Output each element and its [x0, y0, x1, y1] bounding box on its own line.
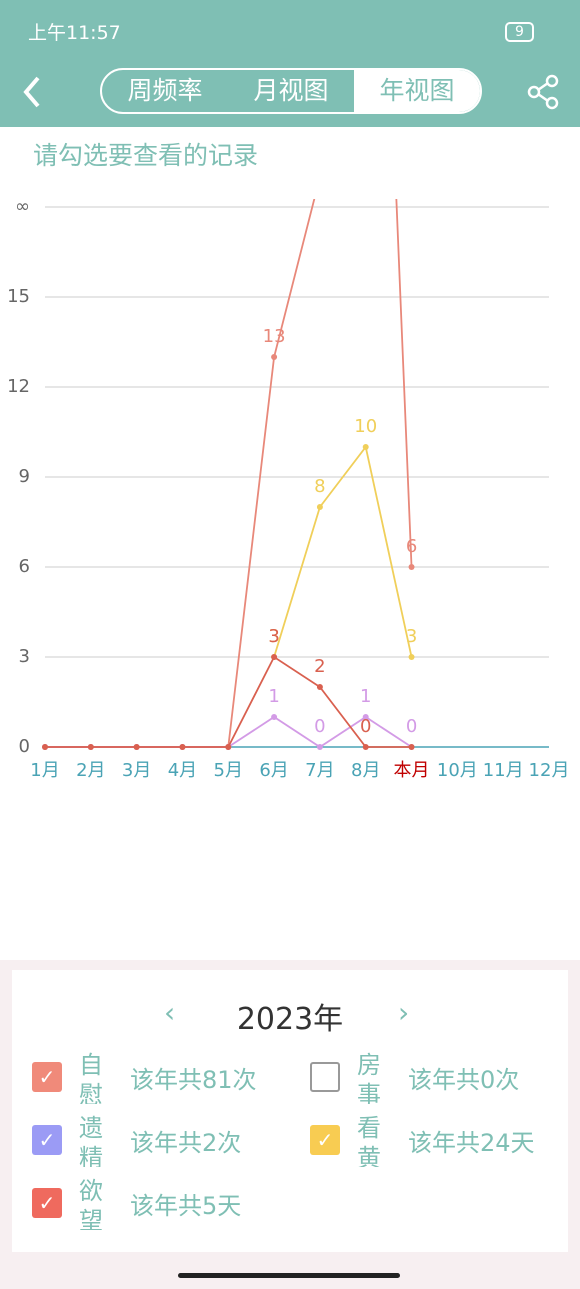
item-name: 遗精 — [79, 1114, 103, 1167]
point — [225, 744, 232, 750]
data-label: 0 — [406, 716, 417, 737]
item-total: 该年共5天 — [130, 1192, 242, 1220]
point — [362, 714, 369, 720]
tab[interactable]: 月视图 — [253, 76, 329, 105]
y-tick-label: 9 — [19, 466, 30, 487]
data-label: 10 — [354, 416, 377, 437]
point — [362, 744, 369, 750]
point — [362, 444, 369, 450]
x-tick-label: 5月 — [214, 760, 243, 781]
time: 上午11:57 — [28, 22, 121, 44]
data-label: 13 — [263, 326, 286, 347]
point — [87, 744, 94, 750]
share-button[interactable] — [526, 74, 562, 110]
item-name: 看黄 — [357, 1114, 381, 1167]
series-line — [273, 444, 413, 658]
checkbox[interactable] — [310, 1062, 340, 1092]
data-label: 0 — [360, 716, 371, 737]
data-label: 0 — [314, 716, 325, 737]
tab[interactable]: 周频率 — [127, 76, 203, 105]
data-label: 6 — [406, 536, 417, 557]
home-indicator — [178, 1273, 400, 1278]
card: ‹ 2023年 › ✓ 自慰 该年共81次 房事 该年共0次 ✓ 遗精 该年共2次 ✓ 看黄 该年共… — [12, 970, 568, 1252]
tabs: 周频率 月视图 年视图 — [100, 68, 482, 114]
year: 2023年 — [236, 1002, 344, 1037]
x-tick-label: 8月 — [351, 760, 380, 781]
x-tick-label: 1月 — [30, 760, 59, 781]
header: 上午11:57 9 周频率 月视图 年视图 — [0, 0, 580, 127]
y-tick-label: 12 — [7, 376, 30, 397]
point — [316, 744, 323, 750]
item-total: 该年共24天 — [408, 1129, 535, 1157]
y-tick-label: 0 — [19, 736, 30, 757]
point — [408, 654, 415, 660]
item-name: 自慰 — [79, 1051, 103, 1104]
point — [133, 744, 140, 750]
item-name: 房事 — [357, 1051, 381, 1104]
x-tick-label: 2月 — [76, 760, 105, 781]
point — [317, 174, 323, 180]
checkbox[interactable]: ✓ — [32, 1188, 62, 1218]
x-tick-label: 7月 — [305, 760, 334, 781]
tab[interactable]: 年视图 — [354, 70, 480, 112]
x-tick-label: 本月 — [394, 760, 430, 781]
y-tick-label: 6 — [19, 556, 30, 577]
point — [179, 744, 186, 750]
data-label: 3 — [406, 626, 417, 647]
chart: 03691215∞1月2月3月4月5月6月7月8月本月10月11月12月1319… — [7, 174, 570, 781]
checkbox[interactable]: ✓ — [32, 1125, 62, 1155]
series-line — [45, 655, 412, 748]
next-year[interactable]: › — [398, 996, 410, 1029]
point — [271, 654, 278, 660]
item-total: 该年共2次 — [130, 1129, 242, 1157]
checkbox[interactable]: ✓ — [310, 1125, 340, 1155]
data-label: 1 — [268, 686, 279, 707]
x-tick-label: 12月 — [529, 760, 570, 781]
y-tick-label: 15 — [7, 286, 30, 307]
item-name: 欲望 — [79, 1177, 103, 1230]
checkbox[interactable]: ✓ — [32, 1062, 62, 1092]
x-tick-label: 3月 — [122, 760, 151, 781]
point — [316, 504, 323, 510]
data-label: 2 — [314, 656, 325, 677]
point — [271, 714, 278, 720]
panel: ‹ 2023年 › ✓ 自慰 该年共81次 房事 该年共0次 ✓ 遗精 该年共2次 ✓ 看黄 该年共… — [0, 960, 580, 1289]
back-button[interactable] — [18, 74, 48, 110]
x-tick-label: 10月 — [437, 760, 478, 781]
x-tick-label: 4月 — [168, 760, 197, 781]
point — [42, 744, 48, 750]
prev-year[interactable]: ‹ — [164, 996, 176, 1029]
data-label: 1 — [360, 686, 371, 707]
point — [271, 354, 278, 360]
x-tick-label: 6月 — [259, 760, 288, 781]
plot: 1319436101038103320 — [42, 174, 417, 750]
x-tick-label: 11月 — [483, 760, 524, 781]
data-label: 8 — [314, 476, 325, 497]
y-tick-label: ∞ — [15, 196, 30, 217]
item-total: 该年共0次 — [408, 1066, 520, 1094]
prompt: 请勾选要查看的记录 — [33, 141, 259, 170]
battery: 9 — [505, 22, 534, 42]
point — [316, 684, 323, 690]
point — [408, 564, 415, 570]
data-label: 3 — [268, 626, 279, 647]
y-tick-label: 3 — [19, 646, 30, 667]
point — [408, 744, 415, 750]
data-label: 3 — [268, 626, 279, 647]
item-total: 该年共81次 — [130, 1066, 257, 1094]
